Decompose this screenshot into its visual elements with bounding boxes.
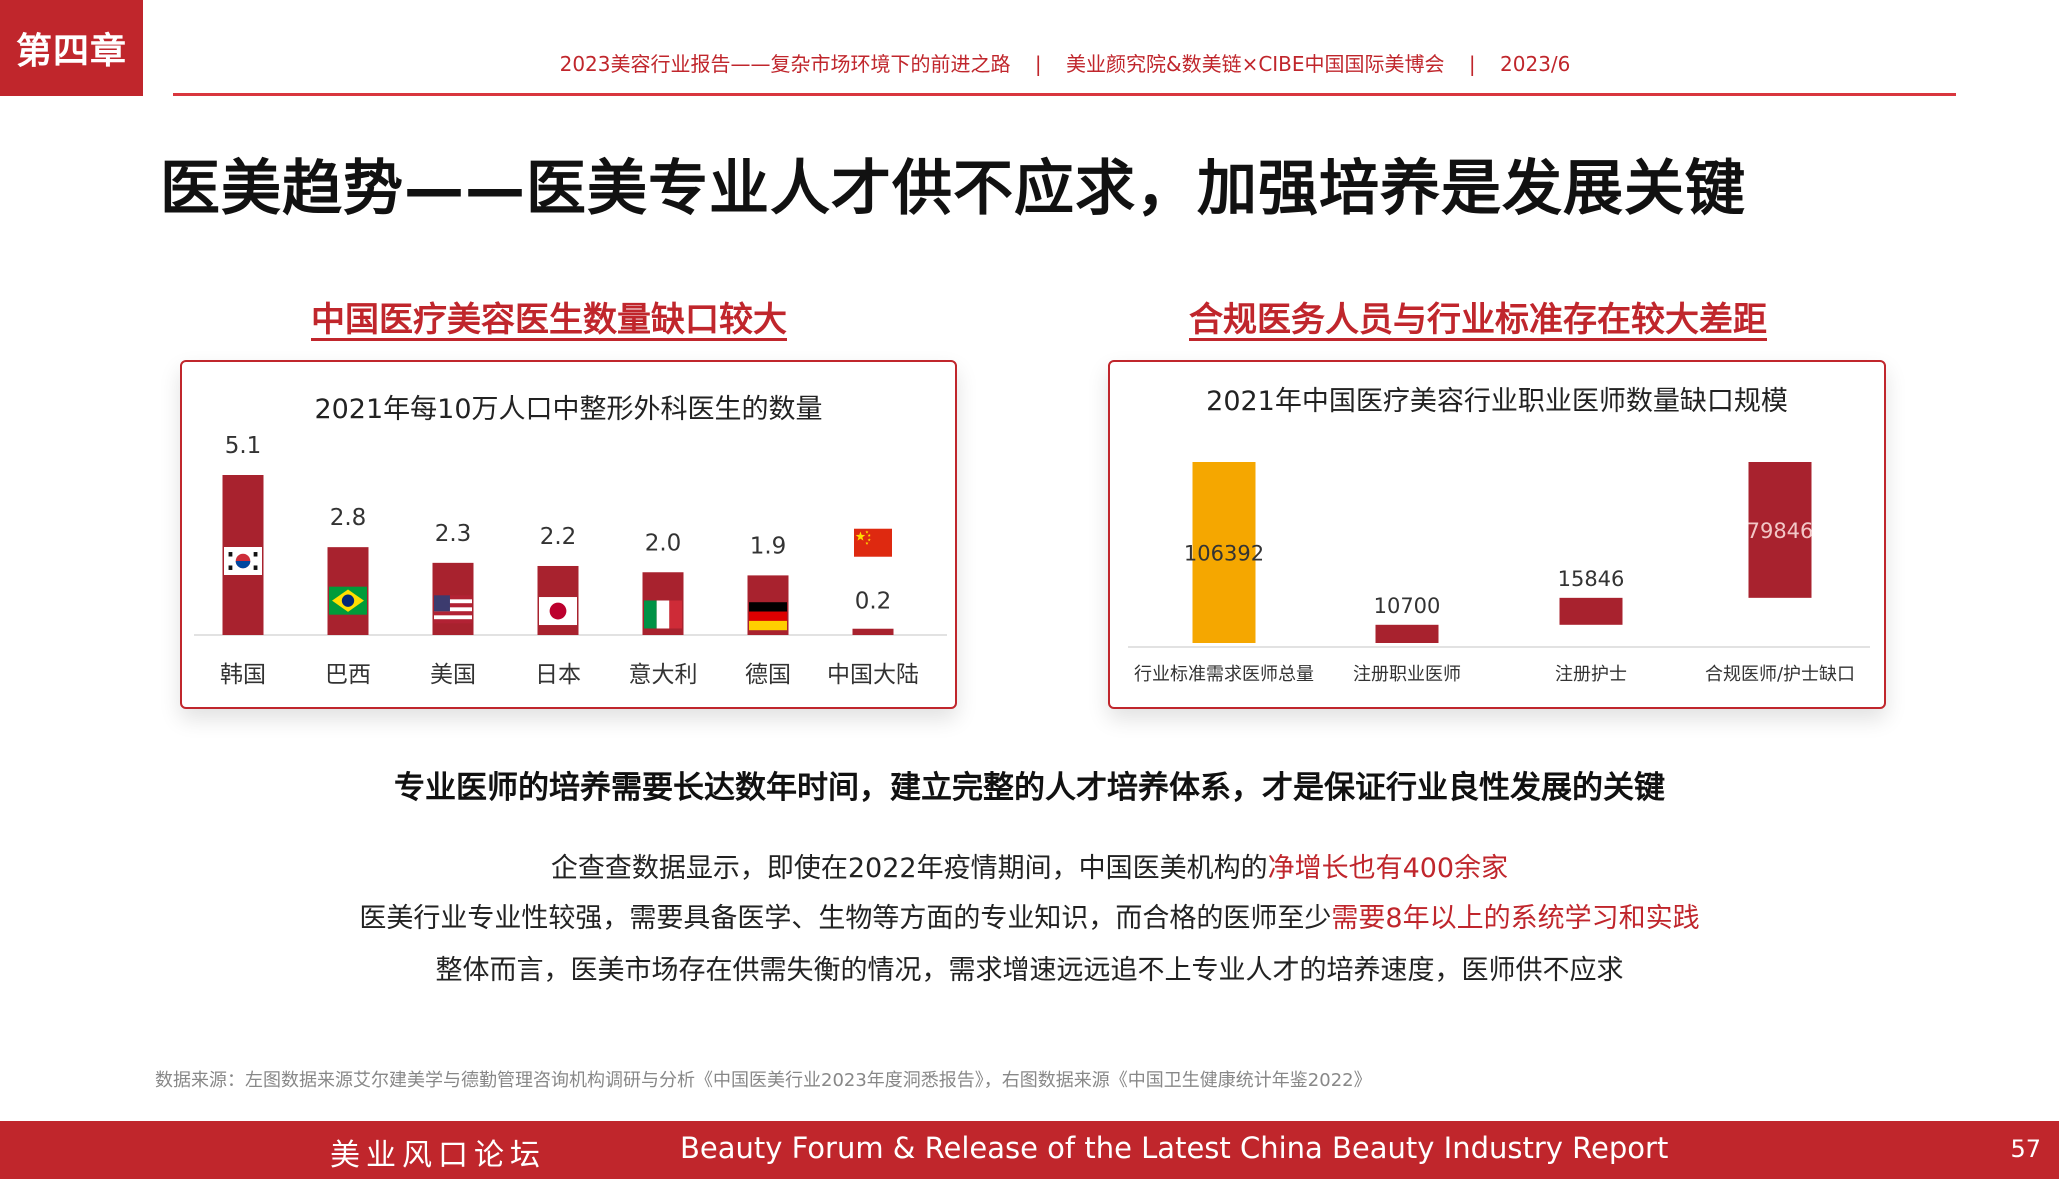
category-label: 日本 <box>535 662 581 688</box>
body-line-3: 整体而言，医美市场存在供需失衡的情况，需求增速远远追不上专业人才的培养速度，医师… <box>435 955 1624 986</box>
value-label: 2.0 <box>645 530 682 556</box>
category-label: 注册职业医师 <box>1353 664 1461 685</box>
category-label: 巴西 <box>325 662 371 688</box>
header-divider <box>173 93 1956 96</box>
bar-group: 106392 行业标准需求医师总量 <box>1134 462 1314 685</box>
bar-行业标准需求医师总量 <box>1192 462 1256 643</box>
bar-group: 5.1 韩国 <box>220 433 266 688</box>
body-line-2: 医美行业专业性较强，需要具备医学、生物等方面的专业知识，而合格的医师至少需要8年… <box>0 896 2059 935</box>
data-source-note: 数据来源：左图数据来源艾尔建美学与德勤管理咨询机构调研与分析《中国医美行业202… <box>155 1070 1372 1091</box>
usa-flag-icon <box>434 595 472 624</box>
value-label: 0.2 <box>855 589 892 615</box>
germany-flag-icon <box>749 602 787 631</box>
category-label: 意大利 <box>629 662 698 688</box>
bar-中国大陆 <box>852 628 894 635</box>
bar-group: 0.2 中国大陆 <box>827 528 919 688</box>
category-label: 合规医师/护士缺口 <box>1705 664 1855 685</box>
category-label: 注册护士 <box>1555 664 1627 685</box>
bar-group: 1.9 德国 <box>745 533 791 688</box>
lead-statement: 专业医师的培养需要长达数年时间，建立完整的人才培养体系，才是保证行业良性发展的关… <box>394 770 1665 806</box>
page-title: 医美趋势——医美专业人才供不应求，加强培养是发展关键 <box>160 154 1746 224</box>
body-line-2-text: 医美行业专业性较强，需要具备医学、生物等方面的专业知识，而合格的医师至少 <box>359 903 1332 934</box>
left-chart-title: 2021年每10万人口中整形外科医生的数量 <box>314 394 823 425</box>
category-label: 中国大陆 <box>827 662 919 688</box>
bar-group: 10700 注册职业医师 <box>1353 594 1461 685</box>
left-section-heading: 中国医疗美容医生数量缺口较大 <box>311 300 787 340</box>
header-separator: | <box>1468 52 1476 76</box>
right-chart-title: 2021年中国医疗美容行业职业医师数量缺口规模 <box>1206 386 1788 417</box>
body-line-1: 企查查数据显示，即使在2022年疫情期间，中国医美机构的净增长也有400余家 <box>0 846 2059 885</box>
bar-合规医师/护士缺口 <box>1748 462 1812 598</box>
bar-group: 2.8 巴西 <box>325 505 371 688</box>
physician-gap-chart: 106392 行业标准需求医师总量 10700 注册职业医师 15846 注册护士 7984… <box>1128 462 1870 685</box>
bar-注册护士 <box>1559 597 1623 625</box>
bar-注册职业医师 <box>1375 624 1439 643</box>
value-label: 1.9 <box>750 533 787 559</box>
category-label: 行业标准需求医师总量 <box>1134 664 1314 685</box>
body-line-2-highlight: 需要8年以上的系统学习和实践 <box>1331 903 1700 934</box>
header-separator: | <box>1034 52 1042 76</box>
header-org: 美业颜究院&数美链×CIBE中国国际美博会 <box>1065 52 1445 76</box>
japan-flag-icon <box>539 597 577 626</box>
brazil-flag-icon <box>329 586 367 615</box>
italy-flag-icon <box>644 600 682 629</box>
category-label: 韩国 <box>220 662 266 688</box>
category-label: 德国 <box>745 662 791 688</box>
value-label: 5.1 <box>225 433 262 459</box>
korea-flag-icon <box>224 547 262 575</box>
header-line: 2023美容行业报告——复杂市场环境下的前进之路 | 美业颜究院&数美链×CIB… <box>175 48 1955 77</box>
chapter-tag: 第四章 <box>0 0 143 96</box>
value-label: 2.2 <box>540 524 577 550</box>
value-label: 15846 <box>1558 567 1625 591</box>
bar-group: 2.0 意大利 <box>629 530 698 688</box>
footer-bar: 美业风口论坛 Beauty Forum & Release of the Lat… <box>0 1121 2059 1179</box>
value-label: 2.3 <box>435 521 472 547</box>
page-number: 57 <box>2010 1135 2041 1163</box>
bar-group: 79846 合规医师/护士缺口 <box>1705 462 1855 685</box>
value-label: 79846 <box>1747 519 1814 543</box>
body-line-1-text: 企查查数据显示，即使在2022年疫情期间，中国医美机构的 <box>550 853 1268 884</box>
header-date: 2023/6 <box>1500 52 1571 76</box>
right-chart-panel: 2021年中国医疗美容行业职业医师数量缺口规模 106392 行业标准需求医师总量… <box>1108 360 1886 709</box>
footer-tagline: Beauty Forum & Release of the Latest Chi… <box>680 1131 1669 1165</box>
category-label: 美国 <box>430 662 476 688</box>
bar-group: 2.2 日本 <box>535 524 581 688</box>
body-line-1-highlight: 净增长也有400余家 <box>1267 853 1509 884</box>
footer-forum-name: 美业风口论坛 <box>330 1138 546 1173</box>
bar-group: 15846 注册护士 <box>1555 567 1627 685</box>
bar-group: 2.3 美国 <box>430 521 476 688</box>
value-label: 10700 <box>1374 594 1441 618</box>
right-section-heading: 合规医务人员与行业标准存在较大差距 <box>1189 300 1767 340</box>
left-chart-panel: 2021年每10万人口中整形外科医生的数量 5.1 韩国 2.8 巴西 2.3 美国 2.2… <box>180 360 957 709</box>
value-label: 106392 <box>1184 542 1264 566</box>
header-report: 2023美容行业报告——复杂市场环境下的前进之路 <box>559 52 1011 76</box>
value-label: 2.8 <box>330 505 367 531</box>
china-flag-icon <box>854 528 892 557</box>
surgeon-density-chart: 5.1 韩国 2.8 巴西 2.3 美国 2.2 日本 2.0 意大利 1.9 德国 0.2 中国大陆 <box>194 433 947 688</box>
